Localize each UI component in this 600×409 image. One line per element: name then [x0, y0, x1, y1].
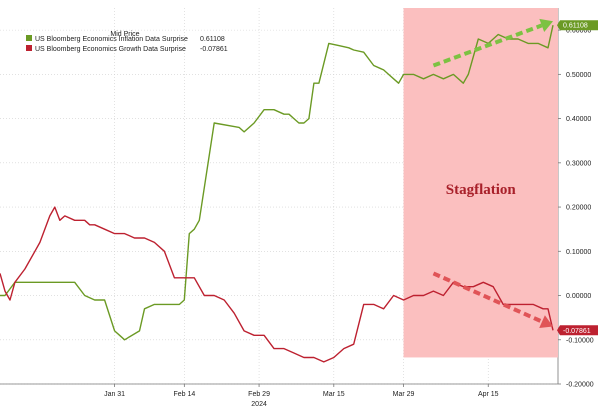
- stagflation-region: [403, 8, 558, 358]
- y-tick-label: 0.20000: [566, 205, 591, 212]
- series-line-1: [0, 206, 554, 363]
- legend-entry-growth: US Bloomberg Economics Growth Data Surpr…: [35, 46, 186, 53]
- last-value-callouts: 0.61108 -0.07861: [557, 20, 598, 336]
- last-value-label-1: -0.07861: [563, 328, 591, 335]
- trend-arrow-shaft: [432, 23, 543, 68]
- last-value-box-0: [557, 20, 598, 31]
- last-value-box-1: [557, 325, 598, 336]
- y-tick-label: 0.60000: [566, 28, 591, 35]
- x-axis: Jan 31 Feb 14 Feb 29 Mar 15 Mar 29 Apr 15: [104, 384, 499, 398]
- legend-swatch-growth: [26, 45, 32, 51]
- x-tick-label: Mar 15: [323, 391, 345, 398]
- series-layer: [0, 25, 554, 363]
- y-tick-label: 0.10000: [566, 249, 591, 256]
- y-tick-label: -0.20000: [566, 382, 594, 389]
- legend-swatch-inflation: [26, 35, 32, 41]
- y-tick-label: 0.30000: [566, 160, 591, 167]
- legend-value-growth: -0.07861: [200, 46, 228, 53]
- x-tick-label: Feb 14: [173, 391, 195, 398]
- y-axis: 0.60000 0.50000 0.40000 0.30000 0.20000 0.100…: [558, 28, 594, 389]
- y-tick-label: 0.00000: [566, 293, 591, 300]
- y-tick-label: 0.40000: [566, 116, 591, 123]
- stagflation-annotation: Stagflation: [446, 182, 517, 198]
- x-tick-label: Jan 31: [104, 391, 125, 398]
- trend-arrow-head: [539, 18, 554, 32]
- legend-value-inflation: 0.61108: [200, 36, 225, 43]
- x-tick-label: Apr 15: [478, 391, 499, 398]
- y-tick-label: 0.50000: [566, 72, 591, 79]
- last-value-label-0: 0.61108: [563, 23, 588, 30]
- legend: Mid Price US Bloomberg Economics Inflati…: [26, 31, 228, 53]
- series-line-0: [0, 25, 554, 341]
- arrow-layer: [432, 18, 554, 329]
- x-tick-label: Feb 29: [248, 391, 270, 398]
- x-tick-label: Mar 29: [393, 391, 415, 398]
- legend-title: Mid Price: [110, 31, 139, 38]
- trend-arrow-head: [539, 315, 554, 329]
- legend-entry-inflation: US Bloomberg Economics Inflation Data Su…: [35, 36, 188, 43]
- year-label: 2024: [251, 401, 267, 408]
- y-tick-label: -0.10000: [566, 337, 594, 344]
- trend-arrow-shaft: [432, 271, 543, 324]
